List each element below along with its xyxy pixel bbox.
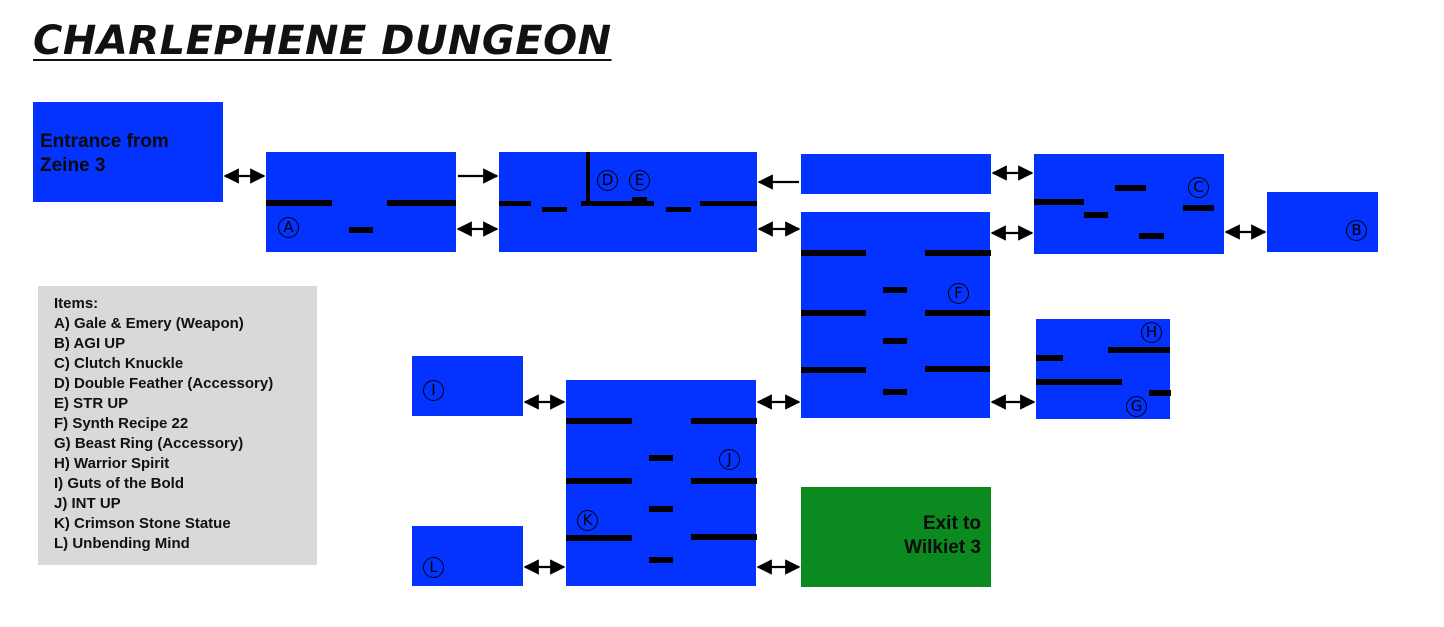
ledge bbox=[925, 366, 990, 372]
ledge bbox=[1036, 355, 1063, 361]
item-marker-k: K bbox=[577, 510, 598, 531]
ledge bbox=[666, 207, 691, 212]
item-marker-l: L bbox=[423, 557, 444, 578]
ledge bbox=[649, 557, 673, 563]
item-entry: F) Synth Recipe 22 bbox=[54, 415, 189, 432]
wall bbox=[586, 152, 590, 204]
item-marker-e: E bbox=[629, 170, 650, 191]
item-marker-g: G bbox=[1126, 396, 1147, 417]
item-entry: B) AGI UP bbox=[54, 335, 126, 352]
items-heading: Items: bbox=[54, 295, 99, 312]
room-entrance[interactable] bbox=[33, 102, 223, 202]
item-marker-c: C bbox=[1188, 177, 1209, 198]
ledge bbox=[566, 478, 632, 484]
exit-label-line1: Exit to bbox=[922, 513, 981, 534]
ledge bbox=[1108, 347, 1170, 353]
item-marker-h: H bbox=[1141, 322, 1162, 343]
ledge bbox=[691, 478, 757, 484]
ledge bbox=[649, 506, 673, 512]
ledge bbox=[387, 200, 456, 206]
ledge bbox=[1084, 212, 1108, 218]
ledge bbox=[581, 201, 654, 206]
ledge bbox=[700, 201, 757, 206]
ledge bbox=[566, 535, 632, 541]
ledge bbox=[1034, 199, 1084, 205]
ledge bbox=[266, 200, 332, 206]
item-marker-f: F bbox=[948, 283, 969, 304]
items-legend: Items: A) Gale & Emery (Weapon) B) AGI U… bbox=[38, 286, 317, 565]
room-corridor[interactable] bbox=[801, 154, 991, 194]
item-entry: H) Warrior Spirit bbox=[54, 455, 170, 472]
item-entry: G) Beast Ring (Accessory) bbox=[54, 435, 244, 452]
ledge bbox=[542, 207, 567, 212]
item-entry: J) INT UP bbox=[54, 495, 121, 512]
item-entry: I) Guts of the Bold bbox=[54, 475, 184, 492]
exit-label-line2: Wilkiet 3 bbox=[904, 537, 981, 558]
ledge bbox=[1139, 233, 1164, 239]
ledge bbox=[801, 250, 866, 256]
item-marker-a: A bbox=[278, 217, 299, 238]
ledge bbox=[1036, 379, 1122, 385]
item-entry: K) Crimson Stone Statue bbox=[54, 515, 231, 532]
entrance-label-line2: Zeine 3 bbox=[40, 155, 106, 176]
ledge bbox=[925, 250, 991, 256]
map-title: CHARLEPHENE DUNGEON bbox=[33, 18, 612, 64]
item-marker-b: B bbox=[1346, 220, 1367, 241]
ledge bbox=[801, 310, 866, 316]
item-entry: A) Gale & Emery (Weapon) bbox=[54, 315, 244, 332]
ledge bbox=[1115, 185, 1146, 191]
ledge bbox=[883, 389, 907, 395]
ledge bbox=[925, 310, 990, 316]
ledge bbox=[691, 534, 757, 540]
ledge bbox=[499, 201, 531, 206]
ledge bbox=[801, 367, 866, 373]
ledge bbox=[883, 338, 907, 344]
ledge bbox=[566, 418, 632, 424]
item-entry: E) STR UP bbox=[54, 395, 129, 412]
ledge bbox=[632, 197, 647, 202]
ledge bbox=[691, 418, 757, 424]
ledge bbox=[883, 287, 907, 293]
ledge bbox=[1183, 205, 1214, 211]
ledge bbox=[649, 455, 673, 461]
item-entry: D) Double Feather (Accessory) bbox=[54, 375, 274, 392]
item-marker-j: J bbox=[719, 449, 740, 470]
entrance-label-line1: Entrance from bbox=[40, 131, 169, 152]
ledge bbox=[1149, 390, 1171, 396]
item-marker-i: I bbox=[423, 380, 444, 401]
ledge bbox=[349, 227, 373, 233]
item-entry: C) Clutch Knuckle bbox=[54, 355, 184, 372]
item-marker-d: D bbox=[597, 170, 618, 191]
room-exit[interactable] bbox=[801, 487, 991, 587]
item-entry: L) Unbending Mind bbox=[54, 535, 190, 552]
